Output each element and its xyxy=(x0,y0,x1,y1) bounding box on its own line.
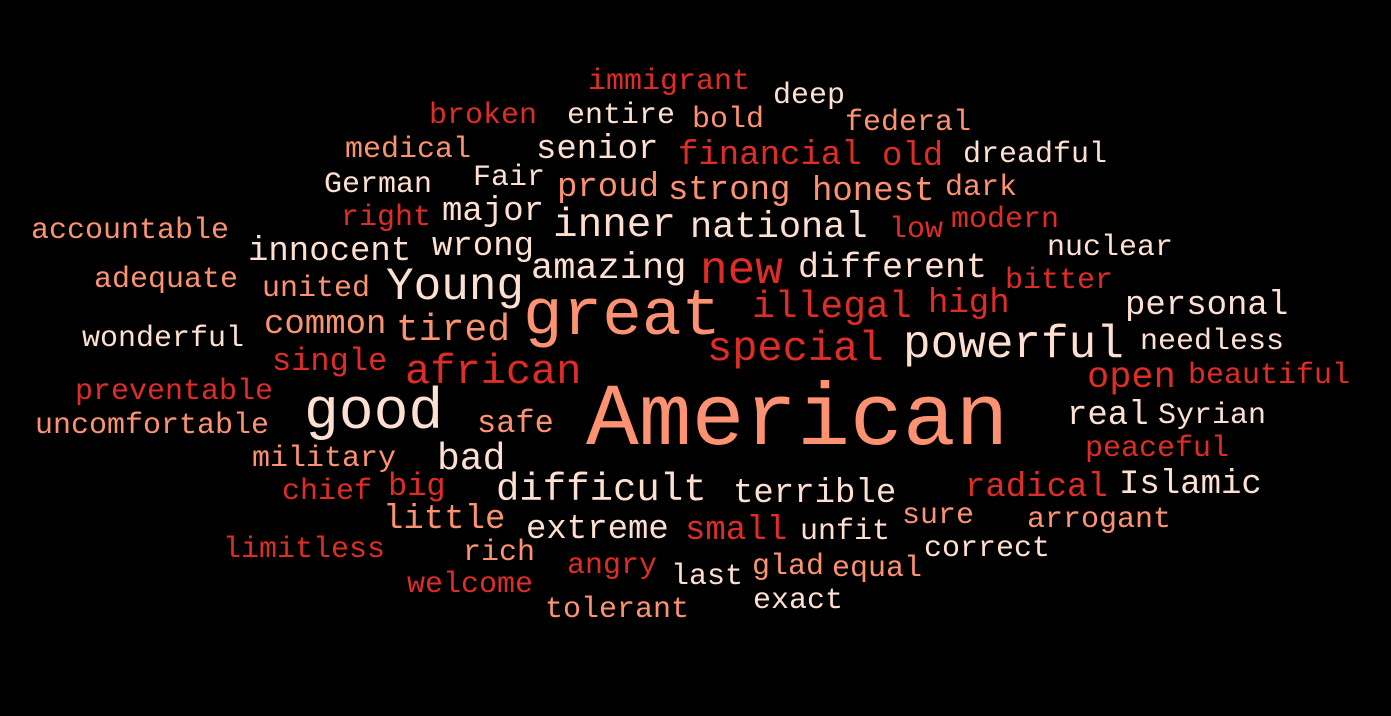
word-correct: correct xyxy=(924,532,1051,566)
word-angry: angry xyxy=(567,549,658,583)
word-proud: proud xyxy=(557,169,660,207)
word-major: major xyxy=(442,193,545,231)
word-peaceful: peaceful xyxy=(1085,432,1230,466)
word-immigrant: immigrant xyxy=(588,65,751,99)
word-medical: medical xyxy=(345,133,472,167)
word-adequate: adequate xyxy=(94,263,239,297)
word-great: great xyxy=(523,279,722,354)
word-nuclear: nuclear xyxy=(1047,231,1174,265)
word-illegal: illegal xyxy=(752,286,912,329)
word-wonderful: wonderful xyxy=(82,322,245,356)
word-equal: equal xyxy=(832,552,923,586)
word-broken: broken xyxy=(429,99,538,133)
word-united: united xyxy=(262,272,371,306)
word-arrogant: arrogant xyxy=(1027,503,1172,537)
word-big: big xyxy=(388,468,446,505)
word-innocent: innocent xyxy=(248,233,412,271)
word-new: new xyxy=(700,245,783,297)
word-federal: federal xyxy=(845,106,972,140)
word-beautiful: beautiful xyxy=(1188,359,1351,393)
word-entire: entire xyxy=(567,99,676,133)
word-fair: Fair xyxy=(473,161,546,195)
word-wrong: wrong xyxy=(432,228,535,266)
word-powerful: powerful xyxy=(903,319,1124,371)
word-uncomfortable: uncomfortable xyxy=(35,409,270,443)
word-bitter: bitter xyxy=(1005,264,1114,298)
word-welcome: welcome xyxy=(407,568,534,602)
word-small: small xyxy=(685,512,788,550)
word-financial: financial xyxy=(678,137,862,175)
word-young: Young xyxy=(386,261,525,313)
word-common: common xyxy=(264,306,387,344)
word-tired: tired xyxy=(396,309,511,352)
word-preventable: preventable xyxy=(75,375,274,409)
word-extreme: extreme xyxy=(526,511,669,549)
word-different: different xyxy=(798,248,988,288)
word-terrible: terrible xyxy=(733,475,897,513)
word-dreadful: dreadful xyxy=(963,138,1108,172)
word-modern: modern xyxy=(951,203,1060,237)
word-single: single xyxy=(272,343,388,380)
word-last: last xyxy=(671,560,744,594)
word-national: national xyxy=(690,207,868,249)
word-glad: glad xyxy=(752,550,825,584)
word-radical: radical xyxy=(965,469,1108,507)
word-old: old xyxy=(882,138,944,176)
word-senior: senior xyxy=(536,131,659,169)
word-inner: inner xyxy=(553,203,677,249)
word-african: african xyxy=(405,348,582,396)
word-honest: honest xyxy=(812,173,935,211)
word-deep: deep xyxy=(773,79,846,113)
word-islamic: Islamic xyxy=(1119,466,1262,504)
word-rich: rich xyxy=(463,536,536,570)
word-good: good xyxy=(304,381,444,446)
word-bold: bold xyxy=(692,103,765,137)
word-unfit: unfit xyxy=(800,515,891,549)
word-right: right xyxy=(341,201,432,235)
word-personal: personal xyxy=(1125,287,1289,325)
word-special: special xyxy=(707,325,884,373)
word-strong: strong xyxy=(668,172,791,210)
word-low: low xyxy=(889,213,944,247)
word-syrian: Syrian xyxy=(1158,399,1267,433)
word-limitless: limitless xyxy=(223,533,386,567)
word-military: military xyxy=(252,442,397,476)
word-dark: dark xyxy=(945,171,1018,205)
word-bad: bad xyxy=(437,438,506,481)
word-accountable: accountable xyxy=(31,214,230,248)
word-tolerant: tolerant xyxy=(545,593,690,627)
word-american: American xyxy=(586,372,1009,471)
word-safe: safe xyxy=(477,405,554,442)
word-exact: exact xyxy=(753,584,844,618)
word-needless: needless xyxy=(1140,325,1285,359)
word-chief: chief xyxy=(282,475,373,509)
word-german: German xyxy=(324,168,433,202)
word-real: real xyxy=(1067,397,1149,435)
word-amazing: amazing xyxy=(531,248,687,290)
word-difficult: difficult xyxy=(496,468,707,512)
word-little: little xyxy=(383,501,506,539)
word-high: high xyxy=(928,285,1010,323)
word-sure: sure xyxy=(902,499,975,533)
word-open: open xyxy=(1087,357,1176,399)
